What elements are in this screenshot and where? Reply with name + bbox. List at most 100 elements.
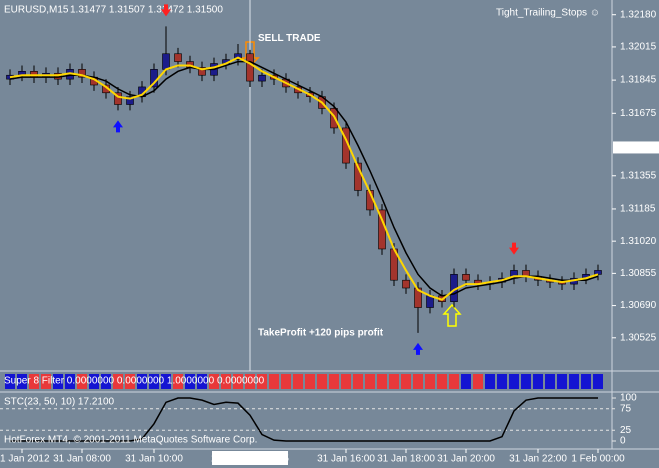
filter-block <box>149 374 159 389</box>
moving-average <box>9 56 599 301</box>
copyright: HotForex MT4, © 2001-2011 MetaQuotes Sof… <box>4 435 257 446</box>
filter-block <box>113 374 123 389</box>
filter-block <box>29 374 39 389</box>
candle-body <box>114 92 122 105</box>
symbol-title: EURUSD,M15 <box>4 5 69 16</box>
x-tick-label: 31 Jan 16:00 <box>317 454 375 465</box>
filter-block <box>305 374 315 389</box>
filter-block <box>449 374 459 389</box>
filter-block <box>473 374 483 389</box>
filter-block <box>41 374 51 389</box>
filter-block <box>101 374 111 389</box>
filter-block <box>293 374 303 389</box>
sell-arrow <box>161 4 171 17</box>
filter-block <box>365 374 375 389</box>
filter-block <box>389 374 399 389</box>
filter-block <box>413 374 423 389</box>
filter-block <box>17 374 27 389</box>
filter-block <box>257 374 267 389</box>
y-tick-label: 1.30690 <box>620 300 657 311</box>
moving-average <box>9 60 599 297</box>
stc-tick-label: 25 <box>620 425 632 436</box>
filter-block <box>425 374 435 389</box>
filter-block <box>485 374 495 389</box>
y-tick-label: 1.32015 <box>620 42 657 53</box>
filter-block <box>5 374 15 389</box>
filter-block <box>353 374 363 389</box>
filter-block <box>509 374 519 389</box>
filter-block <box>497 374 507 389</box>
crosshair-box <box>212 451 288 465</box>
filter-block <box>329 374 339 389</box>
annotation: TakeProfit +120 pips profit <box>258 328 384 339</box>
filter-label: Super 8 Filter 0.0000000 0.0000000 1.000… <box>4 376 265 387</box>
candle-body <box>402 279 410 289</box>
filter-block <box>341 374 351 389</box>
candle-body <box>354 162 362 191</box>
quote: 1.31477 1.31507 1.31472 1.31500 <box>70 5 223 16</box>
y-tick-label: 1.31845 <box>620 75 657 86</box>
stc-tick-label: 0 <box>620 436 626 447</box>
filter-block <box>557 374 567 389</box>
y-tick-label: 1.31020 <box>620 236 657 247</box>
stc-line <box>10 397 598 442</box>
filter-block <box>125 374 135 389</box>
x-tick-label: 31 Jan 08:00 <box>53 454 111 465</box>
sell-arrow <box>509 242 519 255</box>
y-tick-label: 1.30855 <box>620 268 657 279</box>
buy-arrow <box>413 342 423 355</box>
candle-body <box>162 53 170 70</box>
filter-block <box>545 374 555 389</box>
filter-block <box>89 374 99 389</box>
candle-body <box>594 270 602 275</box>
filter-block <box>173 374 183 389</box>
filter-block <box>161 374 171 389</box>
filter-block <box>569 374 579 389</box>
indicator-name: Tight_Trailing_Stops ☺ <box>496 8 600 19</box>
filter-block <box>461 374 471 389</box>
filter-block <box>233 374 243 389</box>
filter-block <box>209 374 219 389</box>
filter-block <box>401 374 411 389</box>
candle-body <box>174 53 182 62</box>
tp-callout-arrow <box>442 303 462 327</box>
filter-block <box>377 374 387 389</box>
filter-block <box>269 374 279 389</box>
filter-block <box>533 374 543 389</box>
current-price-label: 1.31500 <box>620 142 657 153</box>
candle-body <box>462 274 470 281</box>
crosshair-label: 2012.01.31 13:45 <box>211 454 289 465</box>
stc-label: STC(23, 50, 10) 17.2100 <box>4 397 115 408</box>
filter-block <box>521 374 531 389</box>
filter-block <box>317 374 327 389</box>
candle-body <box>414 287 422 308</box>
filter-block <box>437 374 447 389</box>
current-price-box <box>613 141 659 154</box>
filter-block <box>593 374 603 389</box>
x-tick-label: 1 Feb 00:00 <box>571 454 625 465</box>
filter-block <box>137 374 147 389</box>
filter-block <box>185 374 195 389</box>
sell-callout-arrow <box>240 41 260 68</box>
x-tick-label: 31 Jan 20:00 <box>437 454 495 465</box>
stc-tick-label: 75 <box>620 403 632 414</box>
filter-block <box>65 374 75 389</box>
candle-body <box>246 53 254 82</box>
x-tick-label: 31 Jan 2012 <box>0 454 50 465</box>
filter-block <box>281 374 291 389</box>
filter-block <box>221 374 231 389</box>
y-tick-label: 1.30525 <box>620 332 657 343</box>
candle-body <box>78 69 86 78</box>
filter-block <box>53 374 63 389</box>
y-tick-label: 1.31185 <box>620 204 656 215</box>
buy-arrow <box>113 120 123 133</box>
annotation: SELL TRADE <box>258 33 321 44</box>
candle-body <box>258 74 266 82</box>
y-tick-label: 1.31355 <box>620 170 657 181</box>
filter-block <box>77 374 87 389</box>
y-tick-label: 1.32180 <box>620 9 657 20</box>
y-tick-label: 1.31675 <box>620 108 657 119</box>
